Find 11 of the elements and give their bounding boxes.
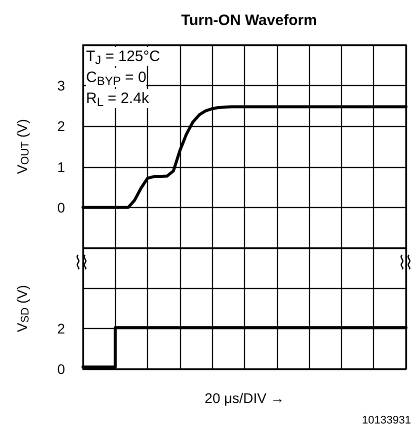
y-axis-title: VSD (V) [14, 284, 32, 332]
y-tick-label: 3 [57, 78, 66, 94]
text: 10133931 [362, 414, 412, 426]
x-axis-title: 20 μs/DIV → [204, 390, 284, 406]
y-axis-title: VOUT (V) [14, 118, 32, 174]
y-tick-label: 1 [57, 158, 66, 175]
y-tick-label: 0 [57, 199, 66, 216]
y-tick-label: 2 [57, 320, 66, 337]
y-tick-label: 0 [57, 361, 66, 377]
chart-title: Turn-ON Waveform [181, 12, 317, 29]
y-tick-label: 2 [57, 118, 66, 134]
